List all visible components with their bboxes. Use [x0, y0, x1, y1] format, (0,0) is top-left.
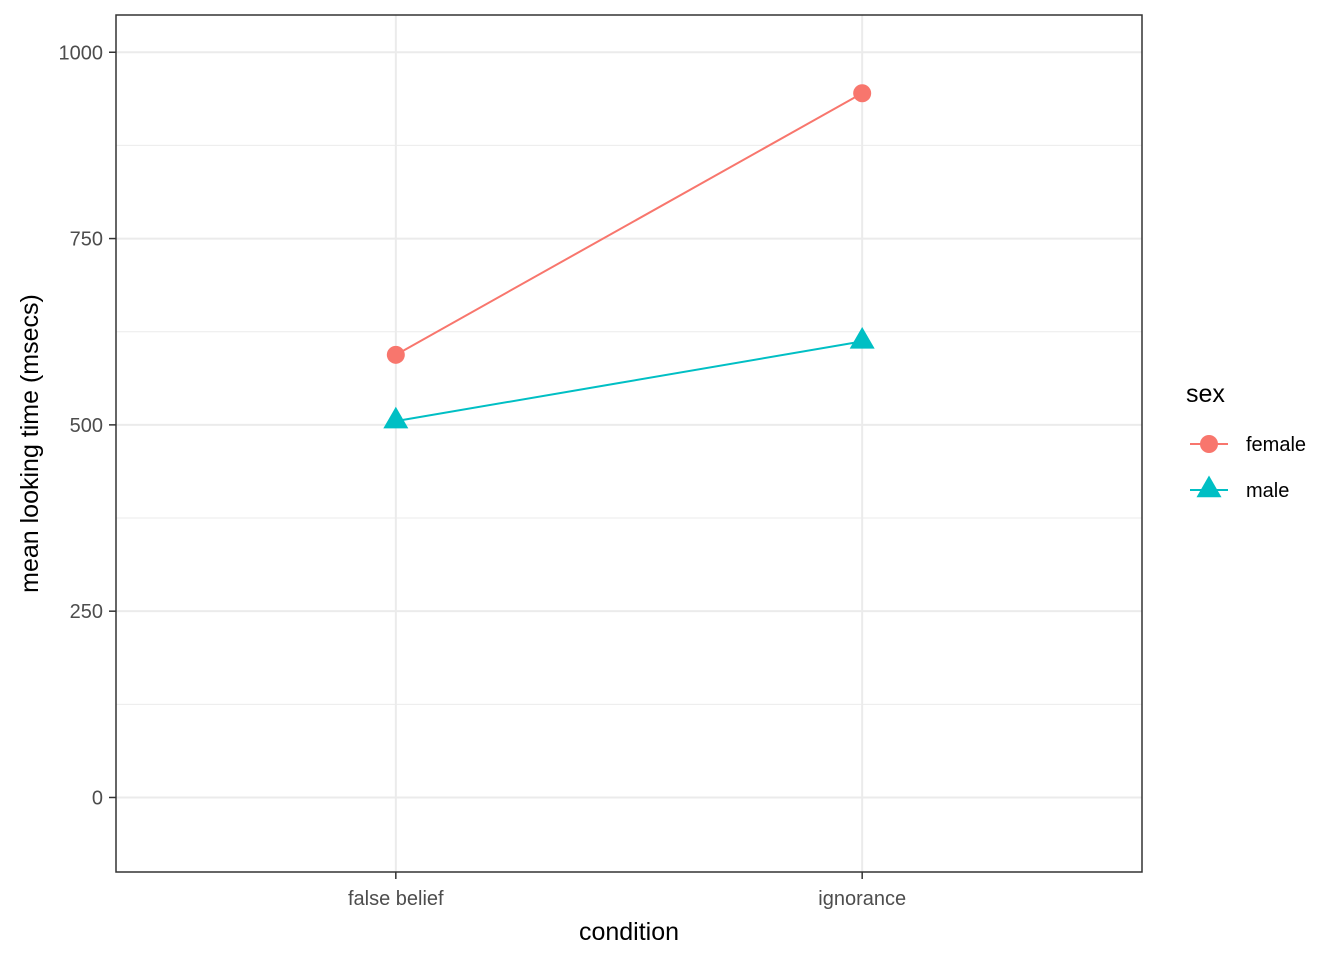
- series-layer: [383, 84, 875, 429]
- data-point-female: [386, 345, 405, 364]
- x-tick-label: ignorance: [818, 888, 906, 910]
- legend-key-marker: [1200, 435, 1218, 453]
- series-line-male: [395, 340, 863, 423]
- grid: [116, 15, 1142, 872]
- y-tick-label: 1000: [59, 42, 104, 64]
- data-point-female: [853, 84, 872, 103]
- y-tick-label: 500: [70, 415, 103, 437]
- legend-label: female: [1246, 434, 1306, 456]
- axes: 0 250 500 750 1000 false belief ignorance: [59, 42, 907, 910]
- legend-key-marker: [1196, 475, 1222, 498]
- y-tick-label: 750: [70, 229, 103, 251]
- series-line-female: [395, 92, 863, 356]
- panel-border: [115, 14, 1143, 873]
- legend: sex female male: [1186, 380, 1306, 502]
- data-point-male: [849, 326, 875, 349]
- x-axis-title: condition: [579, 918, 679, 946]
- y-axis-title: mean looking time (msecs): [16, 294, 44, 593]
- x-tick-label: false belief: [348, 888, 444, 910]
- y-tick-label: 0: [92, 787, 103, 809]
- y-tick-label: 250: [70, 601, 103, 623]
- data-point-male: [383, 406, 409, 429]
- legend-label: male: [1246, 480, 1289, 502]
- legend-title: sex: [1186, 380, 1225, 408]
